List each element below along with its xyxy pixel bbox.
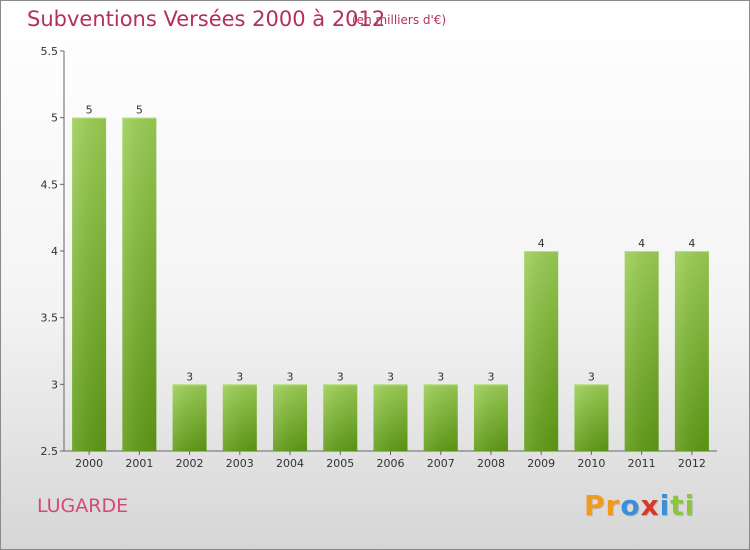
bar-value-label: 3 [337, 370, 344, 383]
proxiti-logo: Proxiti [584, 489, 695, 522]
y-tick-label: 3.5 [41, 312, 59, 325]
bar-shade [423, 384, 458, 451]
bar-shade [574, 384, 609, 451]
bar-value-label: 3 [186, 370, 193, 383]
bar-value-label: 5 [86, 104, 93, 117]
bar-value-label: 4 [538, 237, 545, 250]
bar-shade [473, 384, 508, 451]
bar-shade [72, 117, 107, 452]
x-tick-label: 2004 [276, 457, 304, 470]
bar-shade [172, 384, 207, 451]
y-tick-label: 3 [51, 378, 58, 391]
bar-shade [624, 251, 659, 451]
x-tick-label: 2003 [226, 457, 254, 470]
logo-letter: i [659, 489, 671, 522]
bar-value-label: 5 [136, 104, 143, 117]
bar-value-label: 3 [487, 370, 494, 383]
logo-letter: i [684, 489, 696, 522]
chart-title: Subventions Versées 2000 à 2012 [27, 7, 386, 31]
bar-shade [273, 384, 308, 451]
bar-shade [122, 117, 157, 452]
bar-value-label: 4 [688, 237, 695, 250]
bars: 5 5 3 3 3 3 3 3 3 4 3 4 4 [72, 104, 709, 452]
x-tick-label: 2002 [176, 457, 204, 470]
y-tick-label: 5.5 [41, 45, 59, 58]
logo-letter: r [605, 489, 621, 522]
logo-letter: t [670, 489, 685, 522]
bar-shade [323, 384, 358, 451]
bar-shade [524, 251, 559, 451]
y-tick-label: 4.5 [41, 178, 59, 191]
x-tick-label: 2012 [678, 457, 706, 470]
x-tick-label: 2005 [326, 457, 354, 470]
y-tick-label: 5 [51, 112, 58, 125]
y-tick-label: 4 [51, 245, 58, 258]
x-tick-label: 2000 [75, 457, 103, 470]
x-tick-label: 2007 [427, 457, 455, 470]
axes: 2.5 3 3.5 4 4.5 5 5.5 2000 2001 2002 2003 2004 2005 2… [41, 45, 717, 470]
x-tick-label: 2011 [628, 457, 656, 470]
x-tick-label: 2009 [527, 457, 555, 470]
x-tick-label: 2006 [377, 457, 405, 470]
bar-shade [373, 384, 408, 451]
logo-letter: o [620, 489, 641, 522]
logo-letter: x [640, 489, 660, 522]
commune-name: LUGARDE [37, 495, 129, 517]
x-tick-label: 2008 [477, 457, 505, 470]
bar-shade [674, 251, 709, 451]
bar-value-label: 3 [437, 370, 444, 383]
bar-value-label: 3 [588, 370, 595, 383]
logo-letter: P [584, 489, 606, 522]
unit-note: (en milliers d'€) [352, 13, 447, 27]
bar-value-label: 4 [638, 237, 645, 250]
bar-value-label: 3 [387, 370, 394, 383]
bar-shade [222, 384, 257, 451]
x-tick-label: 2001 [125, 457, 153, 470]
x-tick-label: 2010 [577, 457, 605, 470]
bar-value-label: 3 [287, 370, 294, 383]
bar-value-label: 3 [236, 370, 243, 383]
y-tick-label: 2.5 [41, 445, 59, 458]
